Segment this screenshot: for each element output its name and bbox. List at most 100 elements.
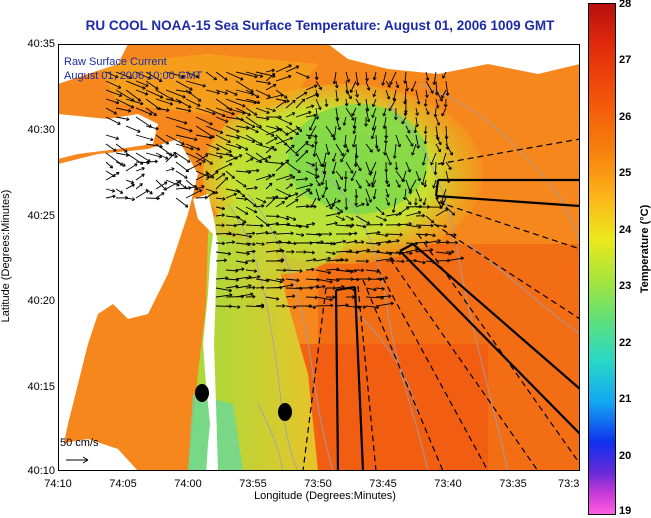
current-vector-head (251, 139, 256, 143)
current-vector (295, 178, 308, 181)
current-vector (125, 125, 141, 133)
current-vector (285, 99, 296, 109)
current-vector-head (266, 110, 270, 115)
current-vector (365, 107, 370, 122)
current-vector (375, 302, 394, 307)
current-vector-head (413, 130, 418, 134)
current-vector (265, 107, 276, 112)
current-vector (355, 161, 362, 172)
current-vector-head (260, 223, 264, 228)
current-vector-head (392, 97, 397, 102)
current-vector-head (441, 162, 445, 166)
current-vector-head (340, 152, 344, 157)
current-vector (321, 170, 327, 186)
current-vector (415, 107, 419, 116)
current-vector (435, 241, 450, 244)
current-vector (245, 269, 257, 272)
current-vector-head (381, 211, 385, 216)
current-vector (425, 260, 436, 263)
current-vector-head (437, 238, 441, 243)
current-vector (365, 287, 377, 291)
current-vector (195, 125, 215, 138)
current-vector (375, 233, 389, 237)
current-vector (404, 89, 407, 105)
current-vector (309, 116, 317, 131)
current-vector (275, 159, 289, 172)
current-vector (395, 251, 413, 254)
current-vector (265, 182, 273, 190)
current-vector-head (231, 111, 235, 116)
current-vector-head (189, 87, 193, 91)
current-vector-head (423, 103, 428, 107)
current-vector (175, 80, 193, 91)
current-vector-head (158, 78, 163, 83)
current-vector-head (254, 185, 258, 190)
current-vector (315, 179, 321, 187)
current-vector (335, 250, 353, 253)
current-vector (445, 170, 450, 183)
current-vector-head (292, 99, 296, 104)
current-vector-head (183, 120, 188, 125)
current-vector (295, 188, 311, 199)
current-vector-head (333, 241, 337, 246)
current-vector (350, 170, 357, 181)
current-vector-head (201, 185, 205, 189)
current-vector-head (329, 206, 333, 210)
current-vector (185, 179, 199, 191)
current-vector-head (266, 116, 270, 121)
current-vector (373, 71, 377, 80)
current-vector-head (372, 93, 377, 98)
current-vector (392, 197, 397, 213)
current-vector-head (288, 64, 292, 68)
current-vector-head (307, 188, 311, 192)
current-vector (255, 205, 265, 208)
current-vector-head (291, 175, 296, 180)
current-vector-head (414, 248, 419, 253)
current-vector (115, 161, 126, 167)
current-vector (115, 188, 124, 194)
current-vector-head (150, 137, 154, 142)
current-vector (125, 163, 138, 172)
current-vector-head (445, 208, 449, 212)
current-vector (235, 134, 255, 143)
current-vector (215, 242, 225, 244)
current-vector-head (445, 92, 450, 96)
current-vector (195, 172, 209, 181)
current-vector (255, 125, 275, 137)
current-vector-head (161, 192, 165, 196)
current-vector (165, 89, 186, 99)
current-vector (225, 188, 241, 193)
current-vector (333, 71, 337, 85)
current-vector-head (385, 194, 390, 198)
current-vector (315, 188, 321, 201)
current-vector-head (284, 95, 288, 99)
current-vector (415, 89, 420, 105)
current-vector (355, 188, 357, 199)
current-vector-head (271, 173, 276, 178)
current-vector-head (216, 146, 220, 151)
radial-lines (302, 138, 580, 471)
current-vector-head (159, 94, 164, 99)
current-vector-head (293, 305, 297, 310)
current-vector-head (283, 100, 287, 104)
current-vector (145, 89, 164, 99)
current-vector (145, 197, 160, 199)
current-vector (285, 144, 295, 154)
current-vector (345, 305, 361, 309)
current-vector (225, 241, 235, 244)
current-vector (345, 232, 358, 235)
current-vector-head (214, 190, 219, 195)
current-vector-head (363, 305, 367, 309)
current-vector-head (337, 126, 342, 131)
current-vector (165, 98, 182, 103)
current-vector (225, 107, 246, 114)
current-vector (415, 170, 421, 182)
current-vector (185, 80, 206, 87)
current-vector-head (345, 258, 349, 263)
current-vector (275, 223, 290, 226)
current-vector (305, 259, 317, 262)
current-vector (175, 197, 189, 208)
current-vector-head (351, 223, 355, 228)
current-vector-head (309, 127, 313, 131)
current-vector (295, 91, 308, 100)
